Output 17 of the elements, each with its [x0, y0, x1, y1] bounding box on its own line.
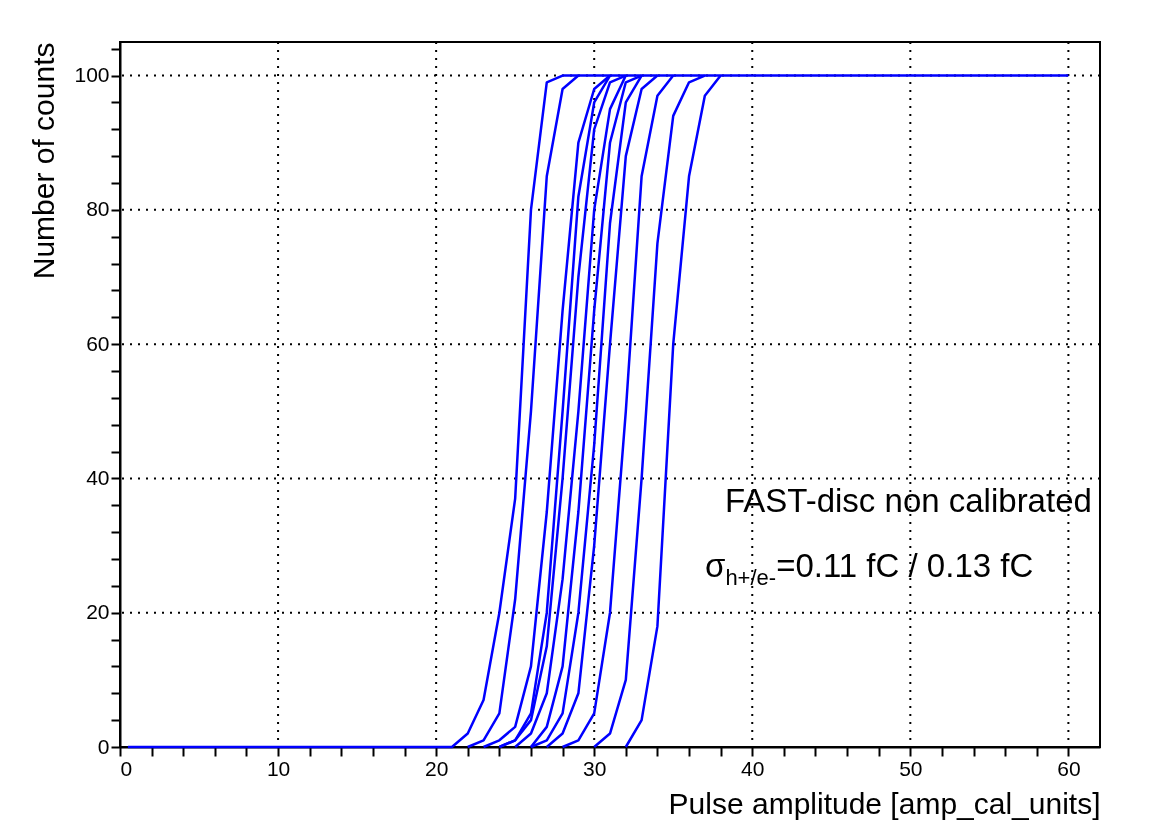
annotation: FAST-disc non calibrated [725, 482, 1092, 520]
x-tick-label: 60 [1057, 756, 1081, 780]
x-tick-label: 10 [266, 756, 291, 780]
annotation: σ$_{h+/e-}$=0.11 fC / 0.13 fC [705, 547, 1034, 591]
x-axis-title: Pulse amplitude [amp_cal_units] [668, 786, 1101, 820]
y-tick-label: 80 [86, 197, 110, 221]
y-tick-label: 20 [86, 600, 110, 624]
x-tick-label: 50 [899, 756, 923, 780]
x-tick-label: 20 [424, 756, 449, 780]
x-tick-label: 40 [741, 756, 765, 780]
y-tick-label: 0 [97, 734, 110, 758]
x-tick-label: 0 [120, 756, 133, 780]
x-tick-label: 30 [583, 756, 607, 780]
y-tick-label: 60 [86, 331, 110, 355]
y-tick-label: 40 [86, 465, 110, 489]
y-tick-label: 100 [74, 63, 110, 87]
y-axis-title: Number of counts [27, 42, 61, 280]
